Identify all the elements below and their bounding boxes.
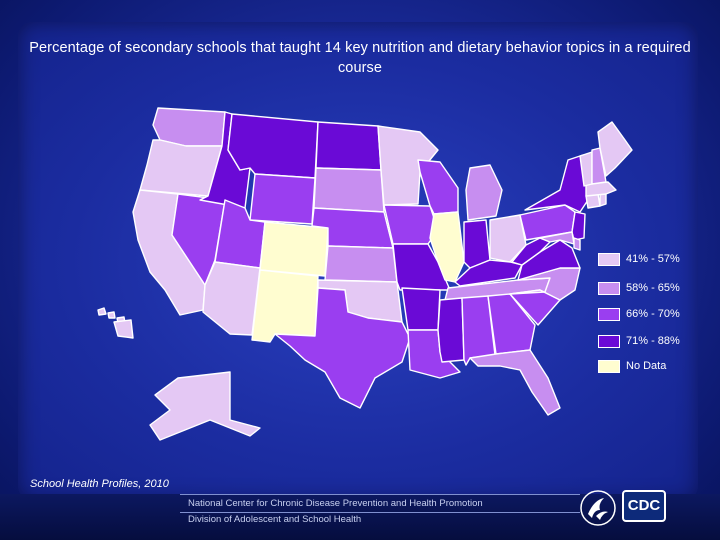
state-virginia: [517, 239, 581, 281]
footer-divider: [180, 512, 580, 513]
state-new-hampshire: [591, 147, 607, 185]
state-colorado: [259, 221, 329, 277]
footer-division-name: Division of Adolescent and School Health: [188, 514, 362, 525]
legend-item: 41% - 57%: [598, 253, 708, 267]
hhs-cdc-logos: CDC: [578, 486, 680, 530]
legend-label: 58% - 65%: [626, 282, 680, 294]
state-new-jersey: [571, 211, 586, 241]
state-south-dakota: [313, 167, 385, 213]
legend-swatch: [598, 253, 620, 266]
source-note: School Health Profiles, 2010: [30, 478, 169, 490]
state-missouri: [392, 243, 451, 291]
legend-label: No Data: [626, 360, 667, 372]
state-rhode-island: [599, 193, 607, 207]
legend-swatch: [598, 360, 620, 373]
cdc-logo-icon: CDC: [622, 490, 666, 522]
footer-divider: [180, 494, 580, 495]
state-indiana: [463, 219, 491, 269]
state-montana: [227, 113, 319, 179]
state-texas: [274, 287, 411, 409]
legend-swatch: [598, 308, 620, 321]
footer-center-name: National Center for Chronic Disease Prev…: [188, 498, 483, 509]
legend-label: 41% - 57%: [626, 253, 680, 265]
legend-item: 71% - 88%: [598, 335, 708, 349]
map-title: Percentage of secondary schools that tau…: [29, 40, 691, 76]
state-alaska: [149, 371, 261, 441]
state-michigan: [465, 164, 503, 221]
legend-label: 71% - 88%: [626, 335, 680, 347]
state-ohio: [489, 214, 527, 263]
legend-label: 66% - 70%: [626, 308, 680, 320]
legend-swatch: [598, 282, 620, 295]
state-hawaii: [97, 307, 134, 339]
state-north-dakota: [315, 121, 382, 171]
state-arizona: [202, 261, 261, 336]
state-mississippi: [437, 297, 465, 363]
legend-item: 58% - 65%: [598, 282, 708, 296]
state-kansas: [324, 245, 398, 283]
state-new-mexico: [251, 269, 319, 343]
state-illinois: [429, 211, 465, 283]
state-delaware: [573, 237, 581, 251]
hhs-eagle-logo-icon: [580, 490, 616, 526]
state-maryland: [539, 231, 575, 245]
state-maine: [597, 121, 633, 177]
legend-item: 66% - 70%: [598, 308, 708, 322]
state-georgia: [487, 293, 536, 355]
legend-swatch: [598, 335, 620, 348]
state-wyoming: [249, 173, 316, 225]
legend-item: No Data: [598, 360, 708, 374]
state-new-york: [524, 154, 589, 213]
state-florida: [469, 349, 561, 416]
state-minnesota: [377, 125, 439, 206]
state-arkansas: [401, 287, 441, 331]
